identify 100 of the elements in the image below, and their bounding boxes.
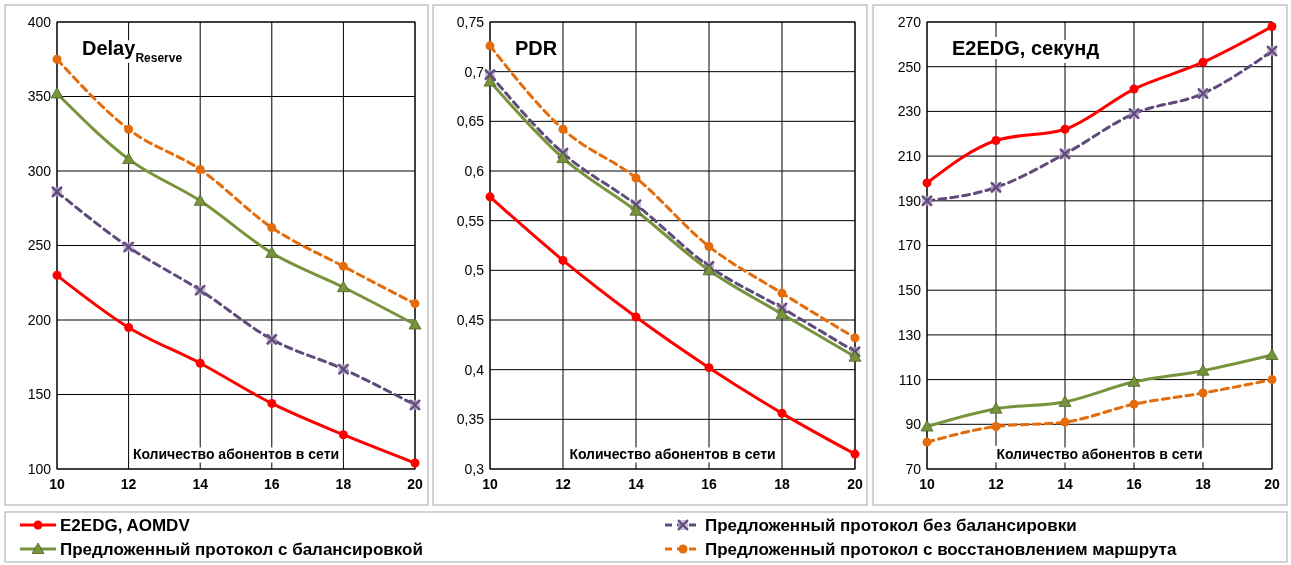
x-axis-title: Количество абонентов в сети <box>569 446 776 462</box>
point <box>989 402 1003 414</box>
y-tick-label: 0,7 <box>464 63 485 80</box>
legend-label: Предложенный протокол с восстановлением маршрута <box>705 539 1177 559</box>
point <box>704 241 714 251</box>
point <box>338 430 348 440</box>
point <box>1058 395 1072 407</box>
x-tick-label: 18 <box>774 476 790 492</box>
point <box>195 165 205 175</box>
x-tick-label: 10 <box>919 476 935 492</box>
point <box>850 449 860 459</box>
point <box>850 333 860 343</box>
y-tick-label: 350 <box>27 88 52 105</box>
y-tick-label: 0,45 <box>456 311 485 328</box>
point <box>1060 417 1070 427</box>
y-tick-label: 0,35 <box>456 411 485 428</box>
point <box>193 194 207 206</box>
point <box>1196 364 1210 376</box>
y-tick-label: 70 <box>905 460 922 477</box>
y-tick-label: 90 <box>905 416 922 433</box>
x-tick-label: 16 <box>1126 476 1142 492</box>
point <box>52 270 62 280</box>
y-tick-label: 200 <box>27 311 52 328</box>
x-tick-label: 10 <box>482 476 498 492</box>
point <box>1267 375 1277 385</box>
text: E2EDG, секунд <box>952 37 1100 59</box>
point <box>775 307 789 319</box>
point <box>410 458 420 468</box>
y-tick-label: 0,4 <box>464 361 485 378</box>
point <box>338 261 348 271</box>
point <box>124 322 134 332</box>
text: PDR <box>515 37 558 59</box>
y-tick-label: 100 <box>27 460 52 477</box>
x-tick-label: 14 <box>192 476 209 492</box>
point <box>991 135 1001 145</box>
x-tick-label: 16 <box>264 476 280 492</box>
point <box>50 87 64 99</box>
y-tick-label: 230 <box>897 103 922 120</box>
point <box>408 318 422 330</box>
point <box>558 255 568 265</box>
point <box>1129 399 1139 409</box>
y-tick-label: 0,6 <box>464 162 485 179</box>
point <box>556 151 570 163</box>
x-tick-label: 14 <box>1057 476 1073 492</box>
y-tick-label: 170 <box>897 237 922 254</box>
point <box>777 288 787 298</box>
point <box>1129 84 1139 94</box>
y-tick-label: 270 <box>897 13 922 30</box>
y-tick-label: 130 <box>897 326 922 343</box>
y-tick-label: 150 <box>27 386 52 403</box>
point <box>631 312 641 322</box>
point <box>631 173 641 183</box>
y-tick-label: 150 <box>897 282 922 299</box>
point <box>848 350 862 362</box>
point <box>1198 388 1208 398</box>
x-tick-label: 18 <box>335 476 352 492</box>
y-tick-label: 0,75 <box>456 13 485 30</box>
y-tick-label: 250 <box>27 237 52 254</box>
point <box>991 422 1001 432</box>
point <box>485 192 495 202</box>
point <box>1267 21 1277 31</box>
legend-label: Предложенный протокол с балансировкой <box>60 539 423 559</box>
x-tick-label: 16 <box>701 476 717 492</box>
point <box>1265 348 1279 360</box>
point <box>483 75 497 87</box>
y-tick-label: 0,5 <box>464 262 485 279</box>
y-tick-label: 0,3 <box>464 460 485 477</box>
y-tick-label: 0,55 <box>456 212 485 229</box>
point <box>122 152 135 164</box>
x-tick-label: 20 <box>407 476 423 492</box>
x-tick-label: 10 <box>49 476 65 492</box>
x-axis-title: Количество абонентов в сети <box>996 446 1203 462</box>
point <box>267 398 277 408</box>
point <box>922 178 932 188</box>
point <box>485 41 495 51</box>
point <box>922 437 932 447</box>
x-tick-label: 12 <box>988 476 1004 492</box>
x-tick-label: 20 <box>1264 476 1280 492</box>
point <box>777 408 787 418</box>
y-tick-label: 210 <box>897 148 922 164</box>
point <box>629 204 643 216</box>
legend-label: Предложенный протокол без балансировки <box>705 515 1077 535</box>
point <box>124 124 134 134</box>
point <box>267 223 277 233</box>
point <box>1198 57 1208 67</box>
x-tick-label: 18 <box>1195 476 1211 492</box>
point <box>52 54 62 64</box>
point <box>704 363 714 373</box>
y-tick-label: 250 <box>897 58 922 75</box>
y-tick-label: 110 <box>898 371 922 388</box>
y-tick-label: 400 <box>27 13 52 30</box>
y-tick-label: 300 <box>27 162 52 179</box>
point <box>410 299 420 309</box>
point <box>558 124 568 134</box>
point <box>920 420 934 432</box>
x-tick-label: 12 <box>120 476 137 492</box>
point <box>265 246 279 258</box>
x-tick-label: 12 <box>555 476 571 492</box>
y-tick-label: 0,65 <box>456 113 485 130</box>
x-tick-label: 20 <box>847 476 863 492</box>
